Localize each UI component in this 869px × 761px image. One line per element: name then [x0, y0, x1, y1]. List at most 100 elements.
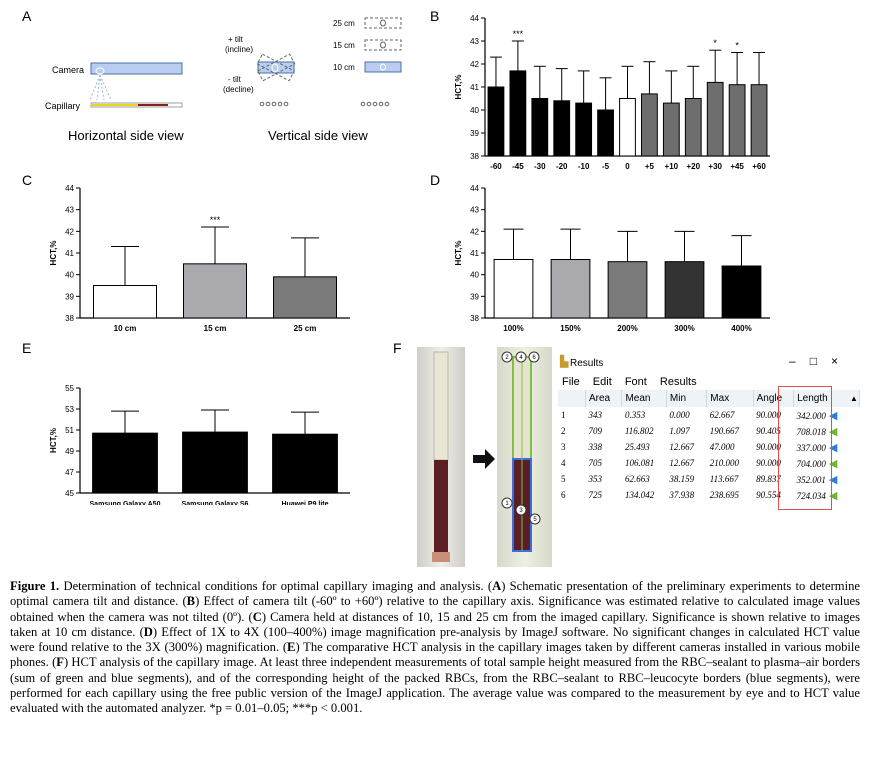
table-cell: 352.001 ◀	[796, 473, 838, 486]
scroll-up-icon[interactable]: ▲	[850, 394, 858, 403]
x-tick-label: -5	[602, 162, 610, 171]
bar	[641, 93, 658, 157]
y-tick-label: 41	[470, 249, 479, 258]
camera-body-horizontal	[90, 62, 183, 75]
x-tick-label: 200%	[617, 324, 637, 333]
bar	[509, 70, 527, 157]
arrow-left-icon: ◀	[828, 457, 838, 470]
column-header[interactable]: Min	[666, 390, 708, 407]
panel-letter-c: C	[22, 172, 33, 188]
panel-a-schematic: Camera Capillary Horizontal side view + …	[45, 17, 402, 143]
y-tick-label: 53	[65, 405, 74, 414]
table-cell: 4	[561, 458, 566, 468]
table-cell: 90.000	[756, 410, 781, 420]
camera-decline-outline	[256, 53, 295, 82]
y-tick-label: 44	[470, 14, 479, 23]
table-cell: 90.000	[756, 442, 781, 452]
bar	[706, 81, 724, 157]
table-row[interactable]: 4 705 106.081 12.667 210.000 90.000 704.000 ◀	[558, 455, 860, 471]
close-icon[interactable]: ×	[830, 354, 852, 368]
y-tick-label: 44	[65, 184, 74, 193]
camera-lens-icon	[380, 41, 386, 49]
camera-view-lines	[89, 74, 112, 101]
x-tick-label: -45	[512, 162, 524, 171]
x-tick-label: Samsung Galaxy A50	[90, 501, 161, 505]
table-cell: 725	[588, 490, 602, 500]
column-header[interactable]	[558, 390, 586, 407]
table-row[interactable]: 2 709 116.802 1.097 190.667 90.405 708.018 ◀	[558, 423, 860, 439]
figure-label: Figure 1.	[10, 579, 60, 593]
camera-label: Camera	[52, 65, 84, 75]
column-header[interactable]: Area	[585, 390, 623, 407]
column-header[interactable]: Angle	[753, 390, 795, 407]
y-tick-label: 45	[65, 489, 74, 498]
menu-file[interactable]: File	[562, 376, 580, 388]
bar	[750, 84, 768, 157]
decline-label: (decline)	[223, 85, 254, 94]
menu-font[interactable]: Font	[624, 376, 647, 388]
table-cell: 3	[561, 442, 566, 452]
table-cell: 37.938	[669, 490, 695, 500]
arrow-left-icon: ◀	[828, 473, 838, 486]
y-tick-label: 41	[470, 83, 479, 92]
table-cell: 705	[588, 458, 602, 468]
bar	[487, 86, 505, 157]
camera-lens-icon	[380, 63, 386, 71]
imagej-results-window: ▙ Results –□× File Edit Font Results Are…	[558, 352, 860, 512]
y-tick-label: 49	[65, 447, 74, 456]
distance-15-label: 15 cm	[333, 41, 355, 50]
bar	[273, 276, 337, 319]
x-tick-label: 400%	[731, 324, 751, 333]
column-header[interactable]: Mean	[621, 390, 667, 407]
table-cell: 90.000	[756, 458, 781, 468]
table-cell: 12.667	[669, 442, 695, 452]
bar	[728, 84, 746, 157]
bar	[553, 100, 571, 157]
x-tick-label: +60	[752, 162, 766, 171]
camera-at-10cm	[364, 61, 402, 73]
chart-d: 38 39 40 41 42 43 44 HCT,% 100% 150% 200% 300% 400%	[454, 184, 770, 333]
capillary-sealant	[432, 552, 450, 562]
table-row[interactable]: 5 353 62.663 38.159 113.667 89.837 352.001 ◀	[558, 471, 860, 487]
x-tick-label: 25 cm	[294, 324, 317, 333]
table-cell: 62.663	[624, 474, 650, 484]
table-cell: 89.837	[756, 474, 781, 484]
table-cell: 116.802	[624, 426, 654, 436]
camera-incline-outline	[257, 53, 296, 82]
column-header[interactable]: Length	[793, 390, 860, 407]
table-row[interactable]: 3 338 25.493 12.667 47.000 90.000 337.000 ◀	[558, 439, 860, 455]
menu-results[interactable]: Results	[659, 376, 697, 388]
bar	[93, 285, 157, 319]
panel-letter-b: B	[430, 8, 440, 24]
figure-caption: Figure 1. Determination of technical con…	[10, 579, 860, 717]
bar	[684, 98, 702, 157]
x-tick-label: -30	[534, 162, 546, 171]
arrow-right-icon	[473, 449, 495, 469]
maximize-icon[interactable]: □	[809, 354, 831, 368]
horizontal-view-title: Horizontal side view	[68, 128, 184, 143]
y-tick-label: 40	[470, 271, 479, 280]
table-cell: 190.667	[709, 426, 740, 436]
camera-lens-icon	[95, 67, 105, 75]
table-row[interactable]: 6 725 134.042 37.938 238.695 90.554 724.034 ◀	[558, 487, 860, 503]
x-tick-label: 300%	[674, 324, 694, 333]
y-tick-label: 38	[65, 314, 74, 323]
panel-letter-a: A	[22, 8, 32, 24]
bar	[550, 259, 591, 319]
column-header[interactable]: Max	[706, 390, 754, 407]
y-tick-label: 43	[65, 206, 74, 215]
caption-panel-ref: B	[186, 594, 196, 609]
y-tick-label: 39	[65, 292, 74, 301]
table-row[interactable]: 1 343 0.353 0.000 62.667 90.000 342.000 ◀	[558, 407, 860, 423]
svg-text:6: 6	[532, 355, 536, 361]
y-tick-label: 39	[470, 129, 479, 138]
arrow-left-icon: ◀	[828, 489, 838, 502]
caption-panel-ref: A	[492, 579, 502, 593]
bar	[662, 102, 680, 157]
table-cell: 342.000 ◀	[796, 409, 838, 422]
y-tick-label: 42	[65, 227, 74, 236]
minus-tilt-label: - tilt	[228, 75, 242, 84]
significance-marker: *	[735, 41, 739, 51]
menu-edit[interactable]: Edit	[592, 376, 612, 388]
minimize-icon[interactable]: –	[789, 354, 810, 368]
